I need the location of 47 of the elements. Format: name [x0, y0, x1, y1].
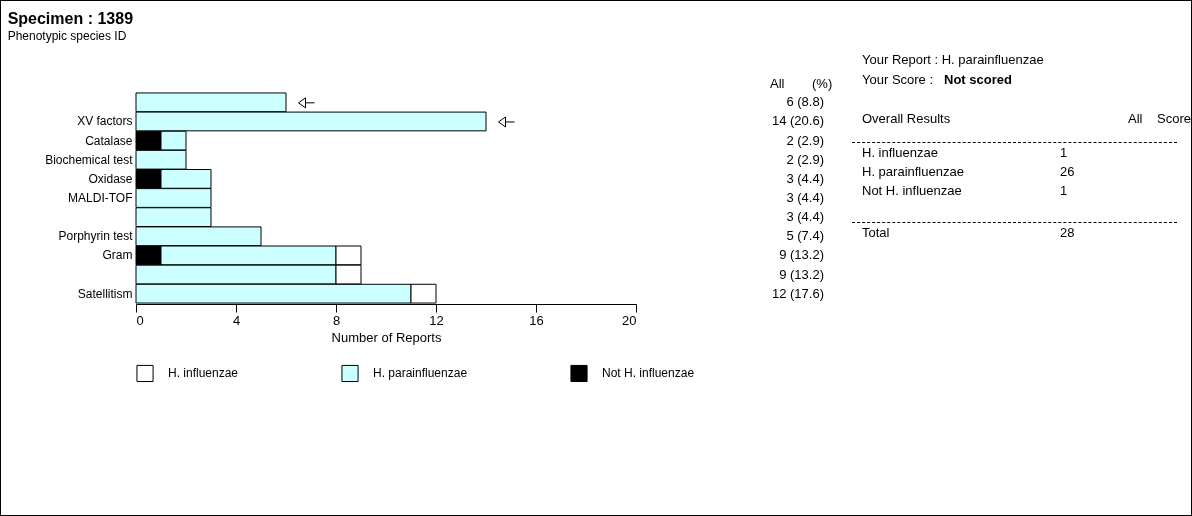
- text: 12 (17.6): [771, 285, 824, 301]
- text: All: [770, 76, 785, 91]
- y-tick-label: XV factors: [77, 114, 133, 129]
- y-tick-label: Porphyrin test: [58, 229, 134, 244]
- legend-label: H. parainfluenzae: [373, 366, 468, 381]
- text: 5 (7.4): [786, 228, 824, 244]
- text: 3 (4.4): [786, 170, 824, 186]
- legend-label: H. influenzae: [168, 366, 239, 381]
- text: 2 (2.9): [786, 151, 824, 167]
- text: 3 (4.4): [786, 209, 824, 225]
- chart-title: Specimen : 1389: [7, 10, 134, 27]
- x-axis-title: Number of Reports: [331, 329, 442, 345]
- text: 6 (8.8): [786, 94, 824, 110]
- text: 28: [1060, 225, 1075, 240]
- chart-subtitle: Phenotypic species ID: [7, 29, 127, 43]
- y-tick-label: MALDI-TOF: [68, 191, 133, 205]
- y-tick-label: Catalase: [85, 133, 133, 148]
- text: 14 (20.6): [771, 113, 824, 129]
- legend-label: Not H. influenzae: [602, 366, 695, 381]
- text: 3 (4.4): [786, 190, 824, 205]
- x-tick-label: 20: [622, 312, 637, 328]
- x-tick-label: 16: [529, 312, 544, 328]
- text: Not scored: [944, 72, 1012, 87]
- text: 1: [1060, 183, 1068, 198]
- text: 1: [1060, 145, 1068, 160]
- x-tick-label: 0: [136, 312, 144, 328]
- text: Total: [862, 225, 890, 240]
- text: 9 (13.2): [779, 247, 824, 263]
- text: H. parainfluenzae: [862, 164, 964, 179]
- y-tick-label: Satellitism: [77, 286, 133, 301]
- text: All: [1128, 111, 1143, 126]
- y-tick-label: Biochemical test: [45, 152, 134, 167]
- text: Your Report : H. parainfluenzae: [862, 52, 1044, 67]
- text: 2 (2.9): [786, 132, 824, 148]
- text: Score: [1157, 111, 1191, 126]
- text: 9 (13.2): [779, 266, 824, 282]
- y-tick-label: Gram: [102, 248, 133, 263]
- x-tick-label: 12: [429, 312, 444, 328]
- x-tick-label: 4: [232, 312, 241, 328]
- text: Not H. influenzae: [862, 183, 962, 198]
- text: Overall Results: [862, 111, 951, 126]
- text: 26: [1060, 164, 1075, 179]
- text: H. influenzae: [862, 145, 938, 160]
- y-tick-label: Oxidase: [88, 171, 133, 186]
- x-tick-label: 8: [332, 312, 341, 328]
- text: (%): [812, 76, 833, 91]
- text: Your Score :: [862, 72, 934, 87]
